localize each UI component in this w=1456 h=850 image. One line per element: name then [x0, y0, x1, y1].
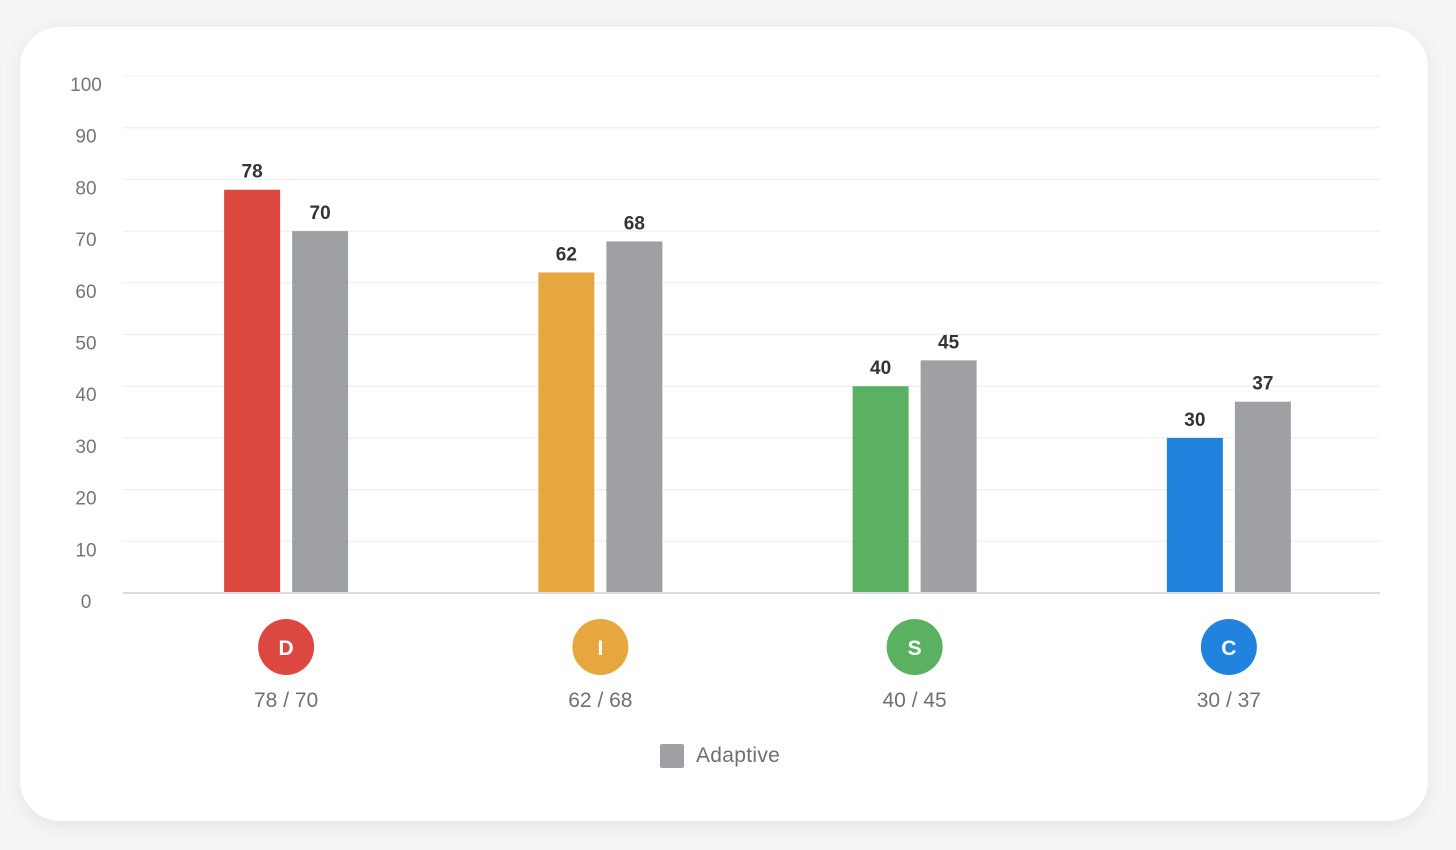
y-tick-label: 30: [75, 437, 96, 458]
bar-value-label: 70: [310, 203, 331, 224]
category-value-pair: 62 / 68: [568, 689, 632, 712]
bar-natural-d: [224, 189, 281, 594]
bars: [224, 189, 1291, 594]
category-value-pair: 40 / 45: [883, 689, 947, 712]
bar-value-label: 45: [938, 332, 960, 353]
bar-adaptive-d: [292, 231, 349, 593]
category-badge-letter: D: [279, 637, 294, 660]
category-badges: D 78 / 70 I 62 / 68 S 40 / 45 C 30 / 37: [254, 619, 1261, 712]
bar-value-label: 68: [624, 213, 645, 234]
y-tick-label: 70: [75, 230, 96, 251]
bar-natural-s: [852, 386, 909, 593]
bar-value-label: 40: [870, 358, 891, 379]
category-badge-c: [1200, 619, 1257, 675]
category-badge-i: [572, 619, 629, 675]
legend: Adaptive: [660, 744, 780, 768]
y-tick-label: 10: [75, 540, 96, 561]
y-tick-label: 60: [75, 282, 96, 303]
legend-swatch-adaptive: [660, 744, 684, 768]
y-tick-label: 0: [81, 592, 92, 613]
category-value-pair: 30 / 37: [1197, 689, 1261, 712]
category-badge-letter: S: [908, 637, 922, 660]
category-badge-letter: I: [597, 637, 603, 660]
bar-adaptive-i: [606, 241, 663, 593]
category-badge-d: [258, 619, 315, 675]
bar-value-label: 62: [556, 244, 577, 265]
legend-label-adaptive: Adaptive: [696, 744, 781, 767]
bar-value-label: 30: [1184, 410, 1205, 431]
y-tick-label: 40: [75, 385, 96, 406]
bar-adaptive-c: [1234, 401, 1291, 593]
bar-value-label: 37: [1252, 374, 1273, 395]
bar-adaptive-s: [920, 360, 977, 593]
y-tick-label: 20: [75, 489, 96, 510]
bar-value-labels: 78 70 62 68 40 45 30 37: [242, 162, 1274, 431]
bar-value-label: 78: [242, 162, 263, 183]
y-tick-label: 50: [75, 334, 96, 355]
bar-natural-i: [538, 272, 595, 593]
bar-natural-c: [1166, 437, 1223, 593]
category-badge-letter: C: [1221, 637, 1236, 660]
y-tick-label: 80: [75, 178, 96, 199]
y-tick-label: 90: [75, 127, 96, 148]
y-tick-label: 100: [70, 75, 102, 96]
category-value-pair: 78 / 70: [254, 689, 318, 712]
y-axis-ticks: 0 10 20 30 40 50 60 70 80 90 100: [70, 75, 102, 613]
category-badge-s: [886, 619, 943, 675]
